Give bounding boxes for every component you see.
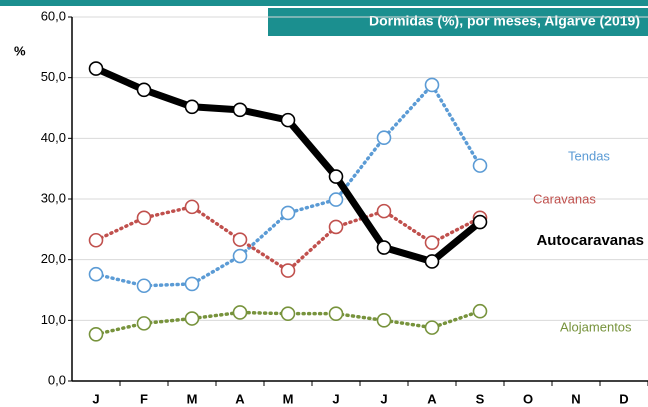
x-tick-label: J <box>92 391 99 406</box>
legend-label: Caravanas <box>533 191 596 206</box>
series-line <box>94 205 482 273</box>
legend-label: Autocaravanas <box>536 232 644 249</box>
x-tick-label: J <box>380 391 387 406</box>
data-point <box>280 263 296 278</box>
data-point <box>424 235 440 250</box>
y-tick-label: 60,0 <box>41 8 66 23</box>
data-point <box>280 306 296 321</box>
data-point <box>184 276 200 292</box>
data-point <box>328 219 344 235</box>
data-point <box>424 320 440 335</box>
data-point <box>376 240 392 255</box>
data-point <box>232 102 248 118</box>
x-tick-label: D <box>619 391 628 406</box>
data-point <box>328 192 344 207</box>
x-tick-label: O <box>523 391 533 406</box>
y-tick-label: 0,0 <box>48 372 66 387</box>
x-tick-label: J <box>332 391 339 406</box>
x-tick-label: M <box>283 391 294 406</box>
data-point <box>136 210 152 226</box>
data-point <box>376 313 392 328</box>
data-point <box>280 112 296 128</box>
data-point <box>328 169 344 184</box>
data-point <box>424 77 440 93</box>
data-point <box>184 199 200 215</box>
data-point <box>328 306 344 321</box>
top-band <box>0 0 648 6</box>
data-point <box>136 278 152 294</box>
x-tick-label: M <box>187 391 198 406</box>
y-tick-label: 30,0 <box>41 190 66 205</box>
data-point <box>472 158 488 173</box>
data-point <box>232 305 248 320</box>
data-point <box>424 254 440 269</box>
x-tick-label: F <box>140 391 148 406</box>
data-point <box>88 266 104 282</box>
data-point <box>136 82 152 98</box>
x-tick-label: N <box>571 391 580 406</box>
data-point <box>232 248 248 264</box>
y-tick-label: 10,0 <box>41 312 66 327</box>
data-point <box>280 205 296 221</box>
data-point <box>136 316 152 331</box>
y-tick-label: 40,0 <box>41 130 66 145</box>
legend-label: Tendas <box>568 148 610 163</box>
x-tick-label: A <box>235 391 245 406</box>
y-tick-label: 50,0 <box>41 69 66 84</box>
data-point <box>232 232 248 247</box>
x-tick-label: S <box>476 391 485 406</box>
data-point <box>376 130 392 146</box>
data-point <box>88 61 104 76</box>
data-point <box>472 214 488 230</box>
data-point <box>184 99 200 115</box>
data-point <box>376 203 392 219</box>
data-point <box>88 326 104 342</box>
x-tick-label: A <box>427 391 437 406</box>
data-point <box>184 311 200 326</box>
chart-title: Dormidas (%), por meses, Algarve (2019) <box>369 13 640 29</box>
data-point <box>472 303 488 319</box>
legend-label: Alojamentos <box>560 319 632 334</box>
y-tick-label: 20,0 <box>41 251 66 266</box>
series-line <box>94 83 482 288</box>
title-box <box>268 8 648 36</box>
y-axis-label: % <box>14 43 26 58</box>
data-point <box>88 232 104 248</box>
